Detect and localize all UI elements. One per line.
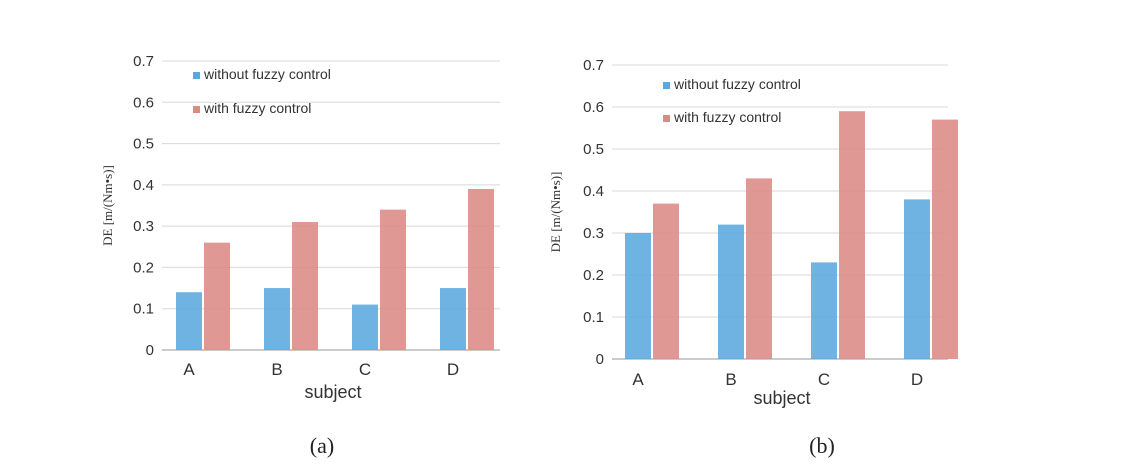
y-tick-label: 0.2 [583,267,604,284]
y-tick-label: 0.1 [583,309,604,326]
y-tick-label: 0.4 [133,177,154,194]
bar-with-fuzzy-C [839,111,865,359]
bar-without-fuzzy-C [352,304,378,350]
y-axis-label: DE [m/(Nm•s)] [100,165,115,246]
y-tick-label: 0 [146,342,154,359]
y-tick-label: 0.2 [133,259,154,276]
category-label-A: A [183,360,195,379]
x-axis-label: subject [753,388,810,408]
bar-without-fuzzy-D [440,288,466,350]
y-tick-label: 0.5 [133,136,154,153]
legend-label-with-fuzzy: with fuzzy control [203,100,311,116]
legend-swatch-without-fuzzy [663,82,670,89]
bar-with-fuzzy-A [653,203,679,359]
legend-label-with-fuzzy: with fuzzy control [673,109,781,125]
category-label-B: B [271,360,282,379]
y-tick-label: 0.5 [583,141,604,158]
category-label-A: A [632,370,644,389]
y-axis-label: DE [m/(Nm•s)] [548,172,563,253]
category-label-C: C [359,360,371,379]
panel-label: (a) [310,433,334,458]
y-tick-label: 0.1 [133,301,154,318]
bar-with-fuzzy-B [746,178,772,359]
bar-without-fuzzy-B [264,288,290,350]
y-tick-label: 0.6 [583,99,604,116]
x-axis-label: subject [304,382,361,402]
bar-without-fuzzy-A [625,233,651,359]
bar-without-fuzzy-C [811,262,837,359]
legend-label-without-fuzzy: without fuzzy control [673,76,801,92]
y-tick-label: 0 [596,351,604,368]
y-tick-label: 0.7 [583,57,604,74]
legend-swatch-with-fuzzy [193,106,200,113]
legend-swatch-without-fuzzy [193,72,200,79]
bar-without-fuzzy-B [718,224,744,359]
bar-with-fuzzy-A [204,242,230,350]
y-tick-label: 0.6 [133,94,154,111]
category-label-D: D [911,370,923,389]
bar-with-fuzzy-D [932,119,958,359]
bar-with-fuzzy-B [292,222,318,350]
legend-swatch-with-fuzzy [663,115,670,122]
bar-without-fuzzy-A [176,292,202,350]
bar-with-fuzzy-D [468,188,494,350]
bar-with-fuzzy-C [380,209,406,350]
y-tick-label: 0.7 [133,53,154,70]
y-tick-label: 0.4 [583,183,604,200]
y-tick-label: 0.3 [133,218,154,235]
y-tick-label: 0.3 [583,225,604,242]
category-label-D: D [447,360,459,379]
category-label-B: B [725,370,736,389]
category-label-C: C [818,370,830,389]
legend-label-without-fuzzy: without fuzzy control [203,66,331,82]
panel-label: (b) [809,433,835,458]
bar-without-fuzzy-D [904,199,930,359]
